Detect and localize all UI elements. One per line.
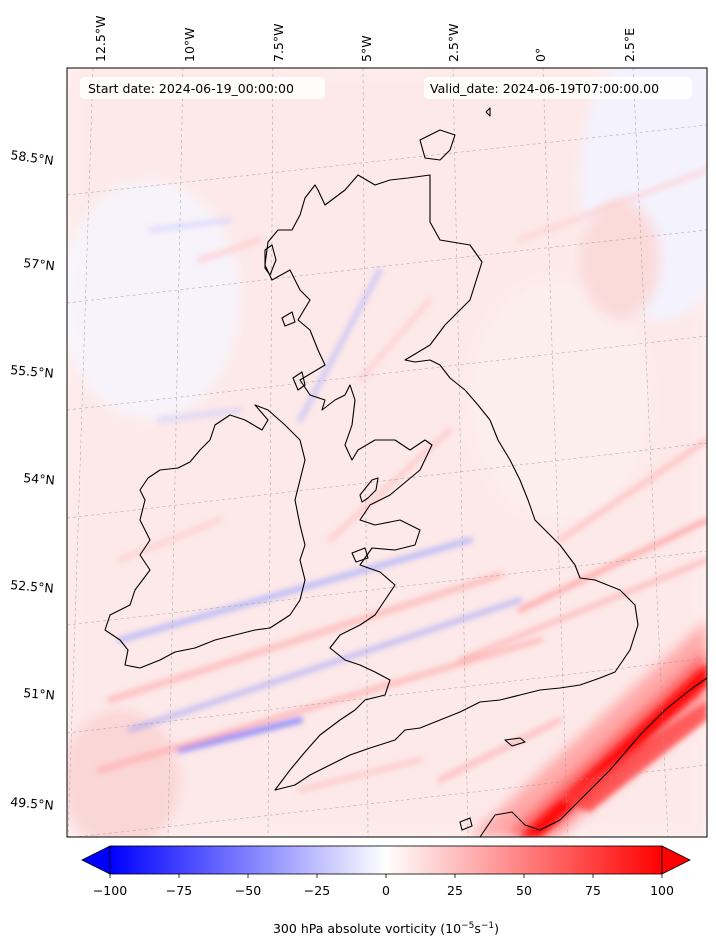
colorbar-extend-low: [81, 845, 111, 875]
colorbar-tick-label: −25: [304, 883, 330, 898]
coastline-shetland: [485, 107, 491, 117]
colorbar: −100 −75 −50 −25 0 25 50 75 100 300 hPa …: [81, 845, 691, 936]
lon-label: 10°W: [182, 27, 197, 62]
valid-date-text: Valid_date: 2024-06-19T07:00:00.00: [430, 81, 659, 96]
start-date-text: Start date: 2024-06-19_00:00:00: [88, 81, 294, 96]
lat-label: 52.5°N: [10, 577, 55, 596]
colorbar-tick-label: 0: [382, 883, 390, 898]
annotations: Start date: 2024-06-19_00:00:00 Valid_da…: [80, 77, 692, 99]
colorbar-tick-label: 75: [585, 883, 601, 898]
coastline-islay: [292, 371, 306, 391]
coastline-channel-islands: [459, 817, 473, 831]
start-date-box: [80, 77, 325, 99]
lat-label: 57°N: [23, 255, 56, 273]
colorbar-ticks: [109, 874, 663, 878]
colorbar-tick-label: −100: [93, 883, 127, 898]
coastline-hebrides: [264, 244, 277, 276]
colorbar-tick-label: 25: [447, 883, 463, 898]
lat-label: 58.5°N: [10, 147, 55, 168]
colorbar-extend-high: [661, 845, 691, 875]
colorbar-tick-label: −75: [166, 883, 192, 898]
coastlines: [104, 107, 707, 837]
colorbar-tick-label: −50: [235, 883, 261, 898]
coastline-hebrides-2: [281, 311, 296, 327]
colorbar-label: 300 hPa absolute vorticity (10−5s−1): [273, 921, 499, 936]
lat-label: 51°N: [23, 685, 56, 703]
colorbar-tick-label: 50: [516, 883, 532, 898]
lat-label: 55.5°N: [10, 362, 55, 381]
colorbar-bar: [109, 845, 663, 875]
coastline-great-britain: [264, 174, 639, 791]
latitude-labels: 58.5°N 57°N 55.5°N 54°N 52.5°N 51°N 49.5…: [10, 147, 56, 813]
lat-label: 49.5°N: [10, 794, 55, 813]
lon-label: 0°: [533, 48, 548, 62]
coastline-orkney: [419, 129, 456, 161]
lon-label: 2.5°W: [446, 24, 461, 63]
colorbar-tick-labels: −100 −75 −50 −25 0 25 50 75 100: [93, 883, 674, 898]
gridlines: [67, 68, 707, 837]
vorticity-field: [67, 68, 707, 837]
map-panel: [67, 68, 707, 837]
coastline-isle-of-wight: [504, 737, 526, 747]
valid-date-box: [424, 77, 692, 99]
lon-label: 7.5°W: [271, 24, 286, 63]
lon-label: 5°W: [359, 35, 374, 62]
lat-label: 54°N: [23, 470, 56, 488]
map-frame: [66, 67, 708, 838]
coastline-anglesey: [351, 547, 369, 563]
lon-label: 12.5°W: [93, 16, 108, 62]
longitude-labels: 12.5°W 10°W 7.5°W 5°W 2.5°W 0° 2.5°E: [93, 16, 637, 62]
coastline-isle-of-man: [359, 477, 379, 503]
coastline-ireland: [104, 404, 306, 669]
colorbar-tick-label: 100: [650, 883, 674, 898]
coastline-france: [479, 677, 707, 837]
lon-label: 2.5°E: [622, 28, 637, 62]
